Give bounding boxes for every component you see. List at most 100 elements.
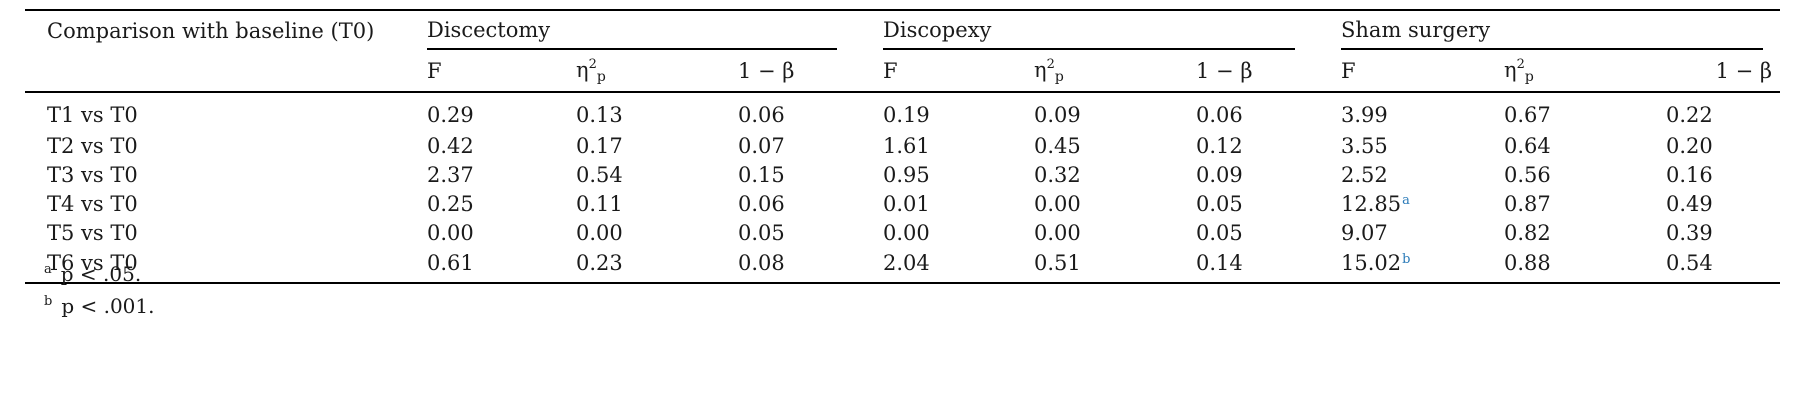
table-cell: 0.64 [1504,131,1654,160]
table-cell: 0.06 [1184,92,1341,131]
table-cell: 0.17 [576,131,726,160]
cell-value: 0.05 [738,220,785,245]
table-cell: 0.82 [1504,218,1654,247]
cell-value: 0.25 [427,191,474,216]
table-cell: 0.23 [576,247,726,282]
table-cell: 0.00 [427,218,576,247]
table-cell: 0.05 [726,218,883,247]
table-cell: 0.13 [576,92,726,131]
table-cell: 9.07 [1341,218,1504,247]
table-cell: 0.51 [1034,247,1184,282]
cell-value: 0.16 [1666,162,1713,187]
results-table: Comparison with baseline (T0) Discectomy… [25,9,1781,284]
cell-value: 0.07 [738,133,785,158]
subheader-eta-sham-surgery: η2p [1504,51,1654,92]
eta-symbol: η [1034,58,1047,82]
table-row: T4 vs T0 0.25 0.11 0.06 0.01 0.00 0.05 12.85a 0.… [25,189,1780,218]
table-cell: 0.95 [883,160,1034,189]
table-cell: 0.11 [576,189,726,218]
cell-value: 1.61 [883,133,930,158]
table-row: T1 vs T0 0.29 0.13 0.06 0.19 0.09 0.06 3.99 0.67… [25,92,1780,131]
subheader-f-discectomy: F [427,59,442,83]
subheader-f-discopexy: F [883,59,898,83]
table-cell: 0.06 [726,189,883,218]
table-cell: 0.87 [1504,189,1654,218]
eta-symbol: η [1504,58,1517,82]
cell-value: 0.54 [1666,251,1713,275]
footnote-link[interactable]: a [1402,192,1410,208]
table-cell: 0.54 [1654,247,1780,282]
table-cell: 0.05 [1184,218,1341,247]
table-cell: 0.09 [1034,92,1184,131]
table-cell: 15.02b [1341,247,1504,282]
cell-value: 0.06 [738,103,785,127]
cell-value: 12.85 [1341,191,1402,216]
cell-value: 0.20 [1666,133,1713,158]
cell-value: 0.22 [1666,103,1713,127]
table-cell: 0.00 [1034,189,1184,218]
cell-value: 0.67 [1504,103,1551,127]
table-cell: 0.00 [576,218,726,247]
table-cell: 0.39 [1654,218,1780,247]
cell-value: 3.55 [1341,133,1388,158]
cell-value: 0.17 [576,133,623,158]
group-header-discectomy: Discectomy [427,10,883,51]
table-cell: 0.19 [883,92,1034,131]
table-cell: 0.15 [726,160,883,189]
cell-value: 0.09 [1034,103,1081,127]
cell-value: 3.99 [1341,103,1388,127]
table-cell: 0.06 [726,92,883,131]
row-label: T6 vs T0 [47,251,138,275]
footnote-link[interactable]: b [1402,252,1411,267]
table-cell: 0.08 [726,247,883,282]
cell-value: 0.00 [427,220,474,245]
row-label: T5 vs T0 [47,220,138,245]
cell-value: 0.95 [883,162,930,187]
table-cell: 0.32 [1034,160,1184,189]
table-cell: 0.61 [427,247,576,282]
cell-value: 0.51 [1034,251,1081,275]
subheader-eta-discopexy: η2p [1034,51,1184,92]
cell-value: 0.54 [576,162,623,187]
cell-value: 0.00 [576,220,623,245]
footnote-text: p < .05. [60,262,142,286]
table-row: T3 vs T0 2.37 0.54 0.15 0.95 0.32 0.09 2.52 0.56… [25,160,1780,189]
footnote-mark: a [44,262,52,277]
cell-value: 0.05 [1196,191,1243,216]
eta-subscript: p [1524,69,1534,85]
table-cell: 0.67 [1504,92,1654,131]
table-cell: 0.14 [1184,247,1341,282]
cell-value: 0.88 [1504,251,1551,275]
cell-value: 0.14 [1196,251,1243,275]
cell-value: 0.00 [1034,220,1081,245]
group-header-discopexy: Discopexy [883,10,1341,51]
table-cell: 0.20 [1654,131,1780,160]
cell-value: 0.06 [738,191,785,216]
table-cell: 3.99 [1341,92,1504,131]
cell-value: 0.11 [576,191,623,216]
table-cell: 0.09 [1184,160,1341,189]
subheader-power-sham-surgery: 1 − β [1715,59,1773,83]
row-label: T2 vs T0 [47,133,138,158]
cell-value: 0.23 [576,251,623,275]
eta-subscript: p [596,69,606,85]
cell-value: 0.19 [883,103,930,127]
table-cell: 2.37 [427,160,576,189]
footnote-mark: b [44,294,53,309]
cell-value: 0.00 [883,220,930,245]
subheader-eta-discectomy: η2p [576,51,726,92]
cell-value: 0.64 [1504,133,1551,158]
table-row: T2 vs T0 0.42 0.17 0.07 1.61 0.45 0.12 3.55 0.64… [25,131,1780,160]
row-label: T4 vs T0 [47,191,138,216]
cell-value: 0.13 [576,103,623,127]
table-cell: 0.88 [1504,247,1654,282]
cell-value: 0.42 [427,133,474,158]
footnotes: a p < .05. b p < .001. [44,256,155,320]
table-cell: 0.16 [1654,160,1780,189]
table-cell: 1.61 [883,131,1034,160]
table-row: T5 vs T0 0.00 0.00 0.05 0.00 0.00 0.05 9.07 0.82… [25,218,1780,247]
table-cell: 2.52 [1341,160,1504,189]
table-cell: 0.01 [883,189,1034,218]
subheader-power-discopexy: 1 − β [1196,59,1253,83]
corner-label: Comparison with baseline (T0) [25,10,427,93]
